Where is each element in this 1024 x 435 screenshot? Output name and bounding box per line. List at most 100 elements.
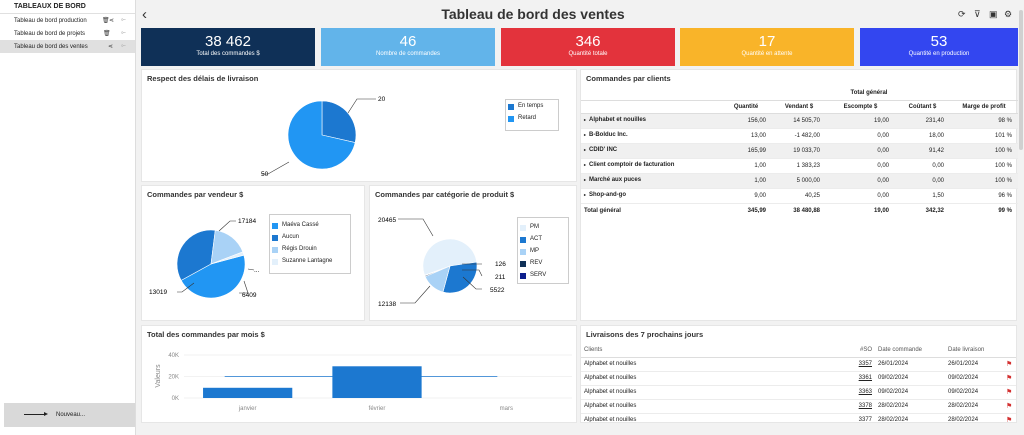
x-tick-label: février [369,406,386,412]
so-link[interactable]: 3363 [841,385,875,400]
table-row[interactable]: Alphabet et nouilles 3361 09/02/2024 09/02/… [581,371,1016,386]
legend-item: Aucun [270,231,350,243]
kpi-production-quantity[interactable]: 53 Quantité en production [860,28,1018,66]
monthly-card: Total des commandes par mois $ Valeurs 0… [141,325,577,423]
column-header[interactable]: Quantité [720,100,772,114]
kpi-value: 17 [758,33,776,50]
deliveries-card: Livraisons des 7 prochains jours Clients… [580,325,1017,423]
pin-icon[interactable]: ⟜ [121,30,126,36]
kpi-value: 346 [575,33,601,50]
sidebar-item-production[interactable]: Tableau de bord production 🗑 ⋖ ⟜ [0,14,135,27]
so-link[interactable]: 3378 [841,399,875,414]
expand-icon[interactable]: ▸ [584,147,587,153]
sidebar-item-projets[interactable]: Tableau de bord de projets 🗑 ⟜ [0,27,135,40]
monthly-bar-chart: Valeurs 0K 20K 40K janvier février mars [155,353,572,412]
column-header[interactable]: #SO [841,343,875,358]
category-card: Commandes par catégorie de produit $ 204… [369,185,577,321]
sidebar-item-ventes[interactable]: Tableau de bord des ventes ⋖ ⟜ [0,40,135,53]
group-header: Total général [720,87,1018,101]
sidebar-item-label: Tableau de bord des ventes [14,44,88,50]
category-legend: PM ACT MP REV SERV [517,217,569,284]
delivery-pie: 20 50 [261,96,386,178]
pie-slice-1[interactable] [287,100,356,170]
expand-icon[interactable]: ▸ [584,177,587,183]
delivery-card: Respect des délais de livraison 20 50 En… [141,69,577,182]
pie-label: 20 [378,96,386,103]
x-tick-label: mars [500,406,513,412]
kpi-total-quantity[interactable]: 346 Quantité totale [501,28,675,66]
card-title: Commandes par vendeur $ [147,190,244,199]
kpi-pending-quantity[interactable]: 17 Quantité en attente [680,28,854,66]
expand-icon[interactable]: ▸ [584,132,587,138]
kpi-label: Total des commandes $ [196,51,260,57]
expand-icon[interactable]: ▸ [584,117,587,123]
bar-janvier[interactable] [203,387,293,398]
table-row[interactable]: ▸ B-Bolduc Inc. 13,00 -1 482,00 0,00 18,00 10… [581,128,1018,144]
table-row[interactable]: ▸ Client comptoir de facturation 1,00 1 38… [581,158,1018,174]
kpi-order-count[interactable]: 46 Nombre de commandes [321,28,495,66]
legend-item: Régis Drouin [270,243,350,255]
legend-item: REV [518,257,568,269]
column-header[interactable]: Date commande [875,343,945,358]
delete-icon[interactable]: 🗑 [102,18,110,24]
column-header[interactable]: Vendant $ [772,100,826,114]
expand-icon[interactable]: ▸ [584,192,587,198]
card-title: Commandes par clients [586,74,671,83]
table-row[interactable]: ▸ Alphabet et nouilles 156,00 14 505,70 19,… [581,113,1018,129]
pin-icon[interactable]: ⟜ [121,43,126,49]
pie-slice-0[interactable] [321,100,357,143]
legend-item: MP [518,245,568,257]
pie-slice-4[interactable] [424,265,451,277]
legend-item: Maéva Cassé [270,219,350,231]
y-tick-label: 20K [168,375,179,381]
card-title: Respect des délais de livraison [147,74,259,83]
bar-février[interactable] [332,366,422,398]
new-dashboard-button[interactable]: Nouveau... [4,403,135,427]
column-header[interactable]: Coûtant $ [895,100,950,114]
flag-icon: ⚑ [1003,371,1016,386]
pie-label: 20465 [378,217,396,224]
table-row[interactable]: ▸ Shop-and-go 9,00 40,25 0,00 1,50 96 % [581,188,1018,204]
flag-icon: ⚑ [1003,357,1016,372]
column-header[interactable]: Date livraison [945,343,1003,358]
so-link[interactable]: 3361 [841,371,875,386]
kpi-label: Nombre de commandes [375,51,441,57]
pie-slice-3[interactable] [210,251,245,265]
refresh-icon[interactable]: ⟳ [958,9,966,19]
pie-label: 211 [495,274,506,281]
flag-icon: ⚑ [1003,385,1016,400]
column-header[interactable]: Marge de profit [950,100,1018,114]
pie-slice-1[interactable] [176,229,216,281]
pie-label: ... [254,267,260,274]
table-row[interactable]: Alphabet et nouilles 3363 09/02/2024 09/02/… [581,385,1016,400]
legend-item: SERV [518,269,568,281]
filter-icon[interactable]: ⊽ [974,9,981,19]
pin-icon[interactable]: ⟜ [121,17,126,23]
settings-icon[interactable]: ⚙ [1004,9,1013,19]
so-link[interactable]: 3357 [841,357,875,372]
legend-item: En temps [506,100,558,112]
share-icon[interactable]: ⋖ [108,44,114,50]
x-tick-label: janvier [238,406,257,412]
back-arrow-icon[interactable]: ‹ [142,6,147,23]
pie-label: 6409 [242,292,257,299]
table-row[interactable]: ▸ Marché aux puces 1,00 5 000,00 0,00 0,00 10… [581,173,1018,189]
table-row[interactable]: Alphabet et nouilles 3357 26/01/2024 26/01/… [581,357,1016,372]
share-icon[interactable]: ⋖ [109,18,115,24]
page-scrollbar[interactable] [1018,0,1024,435]
delete-icon[interactable]: 🗑 [103,31,111,37]
so-link[interactable]: 3377 [841,413,875,422]
table-row[interactable]: Alphabet et nouilles 3377 28/02/2024 28/02/… [581,413,1016,422]
column-header[interactable]: Clients [581,343,841,358]
pie-slice-0[interactable] [180,254,246,299]
table-row[interactable]: ▸ CDID' INC 165,99 19 033,70 0,00 91,42 100 % [581,143,1018,159]
flag-icon: ⚑ [1003,399,1016,414]
column-header[interactable]: Escompte $ [826,100,895,114]
y-tick-label: 40K [168,353,179,359]
kpi-total-orders[interactable]: 38 462 Total des commandes $ [141,28,315,66]
save-icon[interactable]: ▣ [989,9,998,19]
expand-icon[interactable]: ▸ [584,162,587,168]
table-row[interactable]: Alphabet et nouilles 3378 28/02/2024 28/02/… [581,399,1016,414]
pie-slice-0[interactable] [422,238,478,276]
arrow-right-icon [24,412,48,416]
